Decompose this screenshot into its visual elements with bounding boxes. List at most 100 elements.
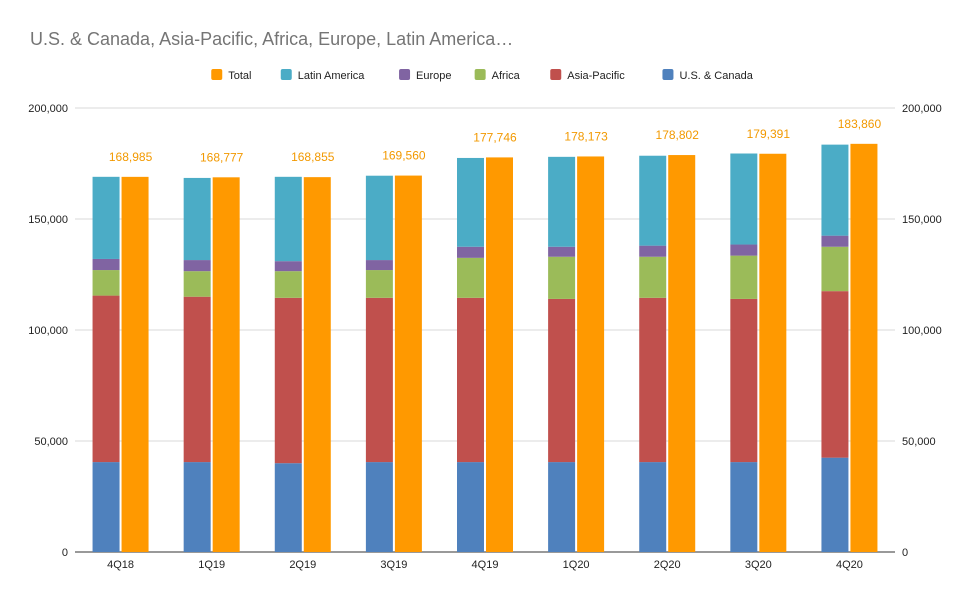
x-tick-label: 4Q19 [472, 559, 499, 571]
legend-item-europe: Europe [399, 69, 452, 82]
bar-total [303, 177, 331, 552]
bar-segment-u-s-and-canada [730, 462, 758, 552]
bar-segment-u-s-and-canada [821, 457, 849, 552]
bar-segment-latin-america [639, 155, 667, 246]
x-tick-label: 3Q19 [380, 559, 407, 571]
y-tick-label-left: 50,000 [34, 436, 68, 448]
total-data-label: 168,777 [200, 150, 244, 164]
legend-swatch [474, 69, 486, 80]
bar-segment-u-s-and-canada [92, 462, 120, 552]
bar-segment-africa [457, 257, 484, 298]
y-axis-left: 0 50,000 100,000 150,000 200,000 [28, 103, 68, 559]
bar-segment-africa [183, 271, 211, 297]
bar-total [121, 176, 149, 552]
legend-item-total: Total [211, 69, 252, 82]
y-tick-label-left: 0 [62, 547, 68, 559]
legend-label: Africa [492, 70, 521, 82]
y-tick-label-right: 200,000 [902, 103, 942, 115]
y-tick-label-right: 150,000 [902, 214, 942, 226]
bar-segment-latin-america [274, 176, 302, 262]
legend-label: U.S. & Canada [679, 70, 753, 82]
bar-segment-asia-pacific [365, 297, 393, 463]
total-data-label: 183,860 [838, 117, 882, 131]
legend-swatch [550, 69, 562, 80]
bar-segment-u-s-and-canada [274, 463, 302, 552]
bar-segment-asia-pacific [274, 297, 302, 464]
bar-segment-u-s-and-canada [639, 462, 667, 552]
legend-swatch [280, 69, 292, 80]
bar-total [759, 153, 787, 552]
bar-total [486, 157, 513, 553]
x-tick-label: 4Q20 [836, 559, 863, 571]
legend-item-latin-america: Latin America [280, 69, 366, 82]
bar-segment-u-s-and-canada [365, 462, 393, 552]
x-tick-label: 1Q19 [198, 559, 225, 571]
legend-swatch [399, 69, 411, 80]
total-data-label: 168,985 [109, 150, 153, 164]
total-data-label: 168,855 [291, 150, 335, 164]
bar-segment-europe [548, 246, 576, 257]
bar-segment-europe [457, 246, 484, 258]
bar-segment-europe [92, 258, 120, 271]
bar-segment-africa [274, 271, 302, 298]
bar-segment-latin-america [730, 153, 758, 245]
bar-segment-africa [821, 246, 849, 292]
y-tick-label-right: 100,000 [902, 325, 942, 337]
legend-label: Europe [416, 70, 451, 82]
total-data-label: 169,560 [382, 149, 426, 163]
y-tick-label-left: 100,000 [28, 325, 68, 337]
bar-segment-africa [92, 270, 120, 296]
legend-swatch [662, 69, 674, 80]
chart-title: U.S. & Canada, Asia-Pacific, Africa, Eur… [30, 29, 514, 49]
bar-segment-asia-pacific [92, 295, 120, 463]
x-tick-label: 1Q20 [563, 559, 590, 571]
bar-segment-u-s-and-canada [548, 462, 576, 552]
bar-segment-africa [548, 256, 576, 299]
bar-segment-asia-pacific [730, 298, 758, 463]
bar-total [668, 155, 696, 552]
bar-total [212, 177, 240, 552]
legend-label: Asia-Pacific [567, 70, 625, 82]
legend-item-u-s-and-canada: U.S. & Canada [662, 69, 754, 82]
x-tick-label: 3Q20 [745, 559, 772, 571]
bar-segment-europe [274, 261, 302, 272]
bar-segment-latin-america [548, 156, 576, 247]
total-labels: 168,985 168,777 168,855 169,560 177,746 178,1… [109, 117, 882, 164]
bar-segment-asia-pacific [183, 296, 211, 463]
total-data-label: 178,173 [564, 129, 608, 143]
bar-segment-asia-pacific [639, 297, 667, 463]
bar-segment-latin-america [365, 175, 393, 261]
bars [92, 143, 878, 553]
bar-segment-africa [730, 255, 758, 299]
legend-label: Latin America [298, 70, 366, 82]
legend-item-africa: Africa [474, 69, 521, 82]
legend-swatch [211, 69, 223, 80]
legend-item-asia-pacific: Asia-Pacific [550, 69, 625, 82]
bar-segment-asia-pacific [457, 297, 484, 463]
bar-total [394, 175, 422, 553]
bar-segment-europe [365, 260, 393, 271]
total-data-label: 178,802 [656, 128, 700, 142]
bar-segment-u-s-and-canada [457, 462, 484, 552]
x-tick-label: 4Q18 [107, 559, 134, 571]
bar-total [577, 156, 605, 552]
bar-segment-latin-america [821, 144, 849, 236]
legend: Total Latin America Europe Africa Asia-Pacif… [211, 69, 754, 82]
y-tick-label-left: 200,000 [28, 103, 68, 115]
bar-total [850, 143, 878, 552]
bar-segment-europe [821, 235, 849, 247]
y-tick-label-left: 150,000 [28, 214, 68, 226]
y-tick-label-right: 50,000 [902, 436, 936, 448]
x-axis: 4Q18 1Q19 2Q19 3Q19 4Q19 1Q20 2Q20 3Q20 4Q20 [107, 559, 863, 571]
y-tick-label-right: 0 [902, 547, 908, 559]
bar-segment-europe [183, 260, 211, 272]
gridlines [75, 107, 895, 553]
total-data-label: 179,391 [747, 127, 791, 141]
bar-segment-africa [365, 270, 393, 298]
bar-segment-europe [639, 245, 667, 257]
bar-segment-latin-america [92, 176, 120, 259]
bar-segment-latin-america [183, 177, 211, 261]
bar-segment-africa [639, 256, 667, 298]
bar-segment-europe [730, 244, 758, 256]
